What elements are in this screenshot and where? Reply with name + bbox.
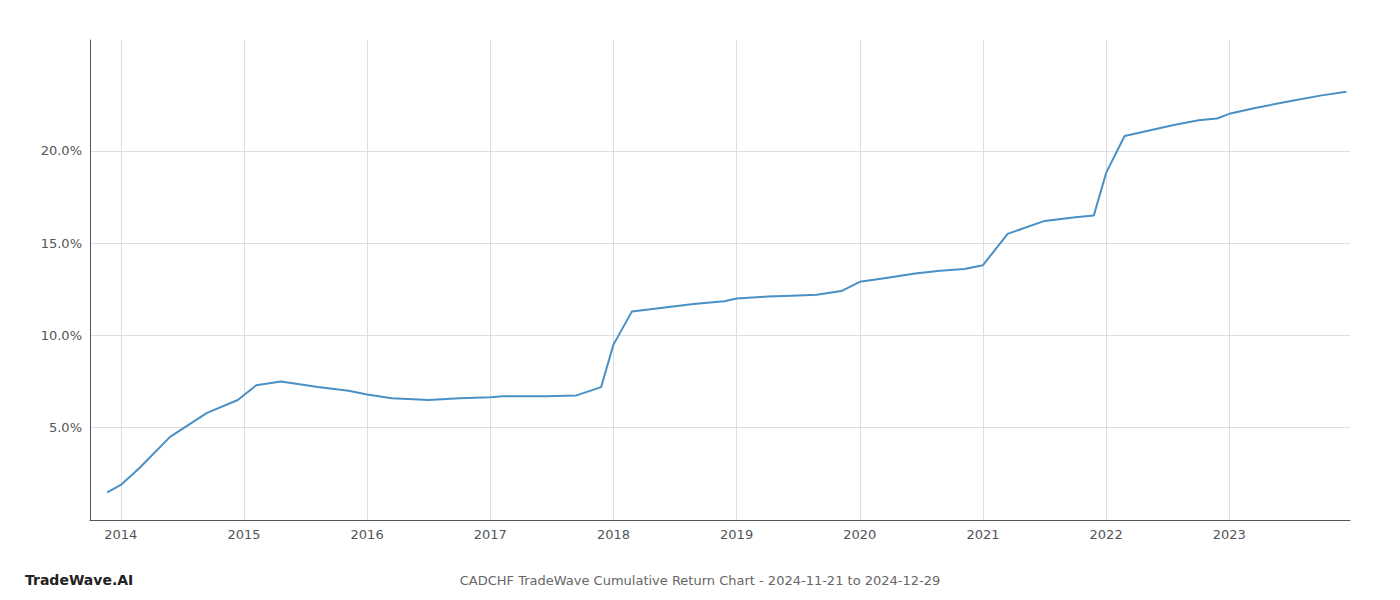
svg-text:TradeWave.AI: TradeWave.AI [25,572,133,588]
svg-text:2022: 2022 [1090,527,1123,542]
svg-text:10.0%: 10.0% [41,328,82,343]
svg-text:CADCHF TradeWave Cumulative Re: CADCHF TradeWave Cumulative Return Chart… [460,573,941,588]
svg-text:2015: 2015 [227,527,260,542]
svg-text:20.0%: 20.0% [41,143,82,158]
svg-text:2021: 2021 [966,527,999,542]
svg-text:5.0%: 5.0% [49,420,82,435]
svg-text:2016: 2016 [351,527,384,542]
svg-text:15.0%: 15.0% [41,236,82,251]
svg-text:2017: 2017 [474,527,507,542]
svg-text:2020: 2020 [843,527,876,542]
svg-text:2023: 2023 [1213,527,1246,542]
svg-text:2019: 2019 [720,527,753,542]
svg-text:2014: 2014 [104,527,137,542]
svg-text:2018: 2018 [597,527,630,542]
